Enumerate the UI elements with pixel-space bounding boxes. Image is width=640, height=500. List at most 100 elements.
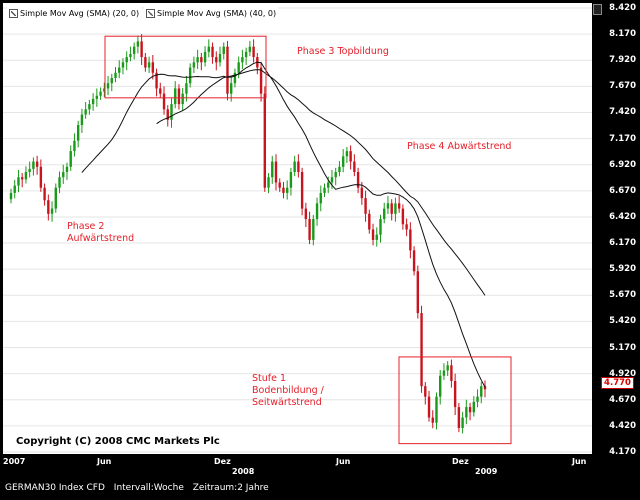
candle: [170, 98, 173, 128]
candle: [274, 154, 278, 191]
candle-body: [121, 62, 125, 68]
candle: [435, 392, 438, 430]
candle: [416, 265, 420, 319]
current-price-badge: 4.770: [601, 377, 634, 389]
y-tick-label: 8.420: [609, 3, 636, 13]
y-tick-label: 4.170: [609, 447, 636, 457]
topbildung-box: [104, 35, 267, 99]
candle-body: [177, 88, 181, 105]
legend-sma20[interactable]: Simple Mov Avg (SMA) (20, 0): [7, 7, 142, 19]
y-tick-label: 8.170: [609, 29, 636, 40]
candle-body: [457, 407, 461, 428]
candle-body: [140, 41, 143, 58]
candle: [99, 87, 102, 100]
legend-sma40-label: Simple Mov Avg (SMA) (40, 0): [157, 8, 277, 18]
candle: [218, 46, 222, 67]
candle: [293, 155, 296, 177]
candle: [476, 389, 479, 408]
candle-body: [368, 213, 371, 230]
candle-body: [162, 93, 166, 110]
candle-body: [271, 161, 274, 178]
candle: [47, 194, 50, 221]
candle-body: [203, 51, 207, 63]
candle-body: [285, 187, 289, 193]
candle-body: [88, 104, 91, 110]
candle: [13, 179, 16, 199]
candle-body: [207, 46, 211, 52]
y-tick-label: 6.420: [609, 211, 636, 222]
candle: [412, 246, 416, 276]
y-tick-label: 4.920: [609, 368, 636, 379]
candle: [424, 382, 427, 405]
candle: [188, 63, 192, 88]
candle: [203, 46, 207, 67]
candle-body: [424, 386, 427, 397]
chart-footer: GERMAN30 Index CFD Intervall:Woche Zeitr…: [5, 483, 275, 493]
candle-body: [431, 417, 434, 423]
candle: [345, 146, 349, 164]
candle-body: [353, 161, 356, 173]
candle-body: [43, 187, 46, 201]
candle: [315, 197, 319, 226]
y-tick-label: 6.670: [609, 185, 636, 196]
candle: [95, 88, 99, 107]
candle-body: [76, 125, 80, 141]
candle: [401, 204, 405, 230]
candle: [196, 49, 199, 70]
candle-body: [397, 203, 401, 209]
candle-body: [446, 365, 449, 371]
candle-body: [103, 88, 106, 92]
candle: [174, 81, 177, 109]
candle: [192, 56, 196, 73]
chart-plot-area[interactable]: Simple Mov Avg (SMA) (20, 0) Simple Mov …: [3, 3, 592, 454]
candle-body: [427, 396, 431, 418]
candle: [88, 99, 91, 115]
candle-body: [345, 151, 349, 157]
candle: [431, 410, 434, 429]
candle: [397, 196, 401, 213]
candle: [43, 183, 46, 206]
candle: [394, 197, 397, 222]
candle: [215, 51, 218, 71]
candle-body: [476, 396, 479, 402]
candle-body: [323, 187, 326, 193]
candle-body: [327, 182, 330, 188]
candle: [297, 154, 300, 178]
candle-body: [125, 57, 128, 63]
candle: [278, 178, 281, 192]
x-tick-label: 2008: [232, 467, 255, 476]
candle: [308, 211, 311, 245]
candle: [319, 185, 322, 212]
candle: [271, 155, 274, 184]
candle: [383, 202, 386, 224]
scroll-icon[interactable]: [593, 4, 602, 15]
candle-body: [62, 172, 65, 178]
candle-body: [132, 46, 136, 54]
candle-body: [390, 203, 393, 214]
candle-body: [170, 104, 173, 120]
candle-body: [405, 224, 408, 230]
candle: [386, 196, 390, 215]
candle-body: [420, 313, 423, 387]
candle-body: [13, 185, 16, 193]
candle: [140, 34, 143, 66]
candle-body: [360, 187, 364, 199]
candle-body: [110, 77, 113, 84]
legend-sma40[interactable]: Simple Mov Avg (SMA) (40, 0): [144, 7, 279, 19]
candle: [338, 161, 341, 177]
candle: [334, 167, 337, 186]
candle: [405, 218, 408, 237]
candle: [185, 75, 188, 102]
candle-body: [394, 203, 397, 214]
candle-body: [65, 166, 69, 173]
candle: [28, 161, 31, 178]
candle: [285, 180, 289, 200]
candle: [349, 145, 352, 170]
y-tick-label: 4.670: [609, 394, 636, 405]
candle-body: [147, 62, 151, 68]
candle: [226, 40, 229, 101]
candle: [427, 390, 431, 422]
x-tick-label: Jun: [97, 457, 112, 466]
candle: [248, 40, 252, 57]
y-tick-label: 5.420: [609, 316, 636, 327]
